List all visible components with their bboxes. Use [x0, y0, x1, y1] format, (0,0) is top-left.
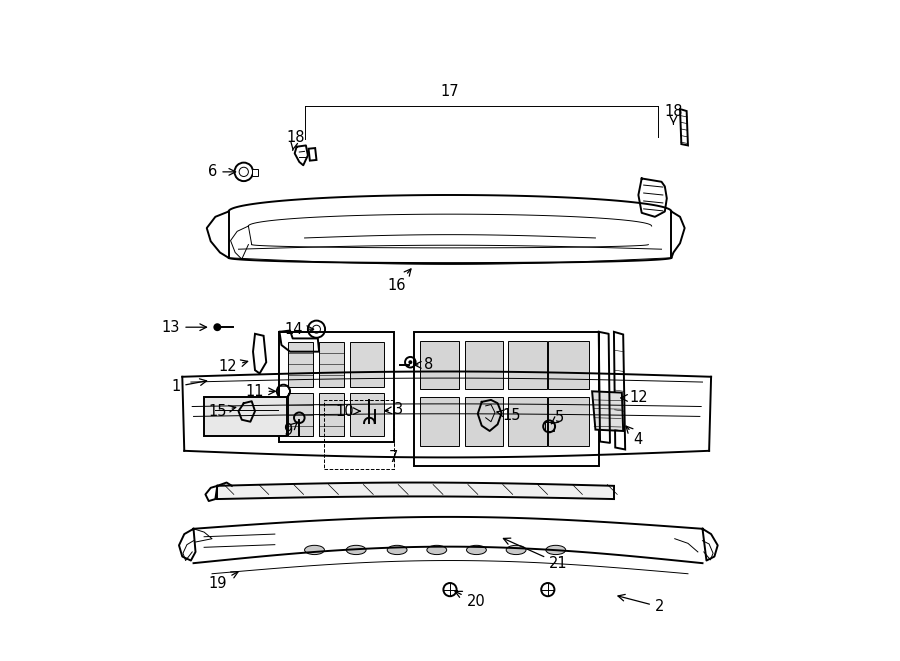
Text: 19: 19 — [208, 572, 238, 590]
Text: 3: 3 — [385, 403, 403, 417]
Polygon shape — [309, 148, 317, 161]
Text: 10: 10 — [336, 404, 360, 418]
Ellipse shape — [304, 545, 324, 555]
Bar — [508, 397, 546, 446]
Bar — [464, 341, 503, 389]
Bar — [320, 393, 344, 436]
Polygon shape — [680, 109, 688, 145]
Polygon shape — [614, 332, 626, 449]
Bar — [420, 341, 459, 389]
Bar — [349, 393, 384, 436]
Ellipse shape — [466, 545, 486, 555]
Text: 18: 18 — [286, 130, 304, 151]
Bar — [420, 397, 459, 446]
Ellipse shape — [427, 545, 446, 555]
Text: 9: 9 — [284, 422, 298, 438]
Text: 12: 12 — [219, 360, 248, 374]
Bar — [288, 393, 313, 436]
Text: 4: 4 — [626, 426, 643, 447]
Circle shape — [409, 360, 412, 364]
Text: 5: 5 — [552, 410, 563, 425]
Bar — [548, 397, 589, 446]
Text: 15: 15 — [208, 404, 236, 418]
Text: 17: 17 — [441, 84, 459, 98]
Bar — [252, 169, 258, 176]
Bar — [204, 397, 287, 436]
Ellipse shape — [387, 545, 407, 555]
Bar — [508, 341, 546, 389]
Text: 1: 1 — [171, 379, 207, 394]
Ellipse shape — [346, 545, 366, 555]
Ellipse shape — [545, 545, 566, 555]
Text: 15: 15 — [497, 408, 521, 422]
Text: 11: 11 — [245, 384, 275, 399]
Polygon shape — [253, 334, 266, 373]
Bar — [349, 342, 384, 387]
Text: 2: 2 — [618, 594, 664, 614]
Bar — [464, 397, 503, 446]
Text: 14: 14 — [284, 322, 313, 336]
Text: 20: 20 — [455, 592, 485, 609]
Bar — [320, 342, 344, 387]
Text: 16: 16 — [388, 269, 411, 293]
Bar — [544, 422, 554, 431]
Bar — [414, 332, 598, 466]
Text: 6: 6 — [208, 165, 236, 179]
Text: 7: 7 — [389, 450, 399, 465]
Ellipse shape — [506, 545, 526, 555]
Bar — [280, 332, 394, 442]
Text: 13: 13 — [162, 320, 206, 334]
Text: 18: 18 — [664, 104, 683, 124]
Text: 21: 21 — [503, 538, 568, 570]
Polygon shape — [592, 391, 623, 431]
Bar — [288, 342, 313, 387]
Circle shape — [213, 323, 221, 331]
Text: 8: 8 — [415, 358, 433, 372]
Text: 12: 12 — [621, 391, 648, 405]
Bar — [548, 341, 589, 389]
